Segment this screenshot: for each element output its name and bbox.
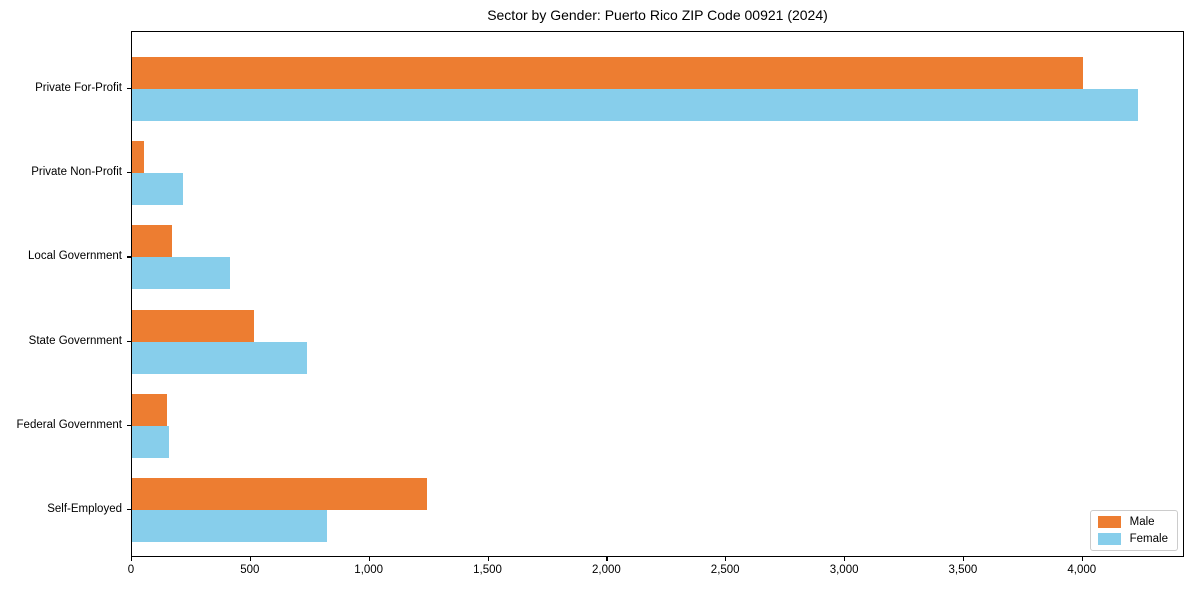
xtick-mark [249, 557, 252, 561]
xtick-label-3: 1,500 [473, 564, 502, 576]
ytick-label-5: Self-Employed [47, 503, 122, 515]
bar-female-4 [132, 425, 170, 458]
ytick-mark [127, 256, 131, 258]
ytick-mark [127, 509, 131, 511]
ytick-mark [127, 172, 131, 174]
bar-female-1 [132, 173, 184, 206]
bar-female-2 [132, 257, 230, 290]
chart-title: Sector by Gender: Puerto Rico ZIP Code 0… [487, 7, 828, 23]
xtick-label-6: 3,000 [829, 564, 859, 576]
legend-entry-male: Male [1097, 516, 1168, 528]
xtick-mark [725, 557, 727, 561]
ytick-label-0: Private For-Profit [35, 82, 122, 94]
xtick-mark [844, 557, 846, 561]
bar-male-1 [132, 141, 144, 174]
ytick-label-1: Private Non-Profit [31, 166, 122, 179]
bar-male-0 [132, 57, 1083, 89]
xtick-label-5: 2,500 [710, 564, 740, 576]
ytick-mark [127, 88, 131, 90]
ytick-mark [127, 424, 131, 427]
bar-male-4 [132, 393, 167, 426]
xtick-mark [606, 557, 608, 561]
xtick-mark [131, 557, 133, 561]
xtick-label-1: 500 [240, 564, 260, 576]
xtick-label-0: 0 [127, 564, 135, 576]
bar-male-5 [132, 478, 427, 510]
xtick-label-8: 4,000 [1067, 564, 1097, 576]
ytick-label-2: Local Government [28, 250, 122, 263]
female-swatch-icon [1097, 533, 1121, 545]
bar-male-3 [132, 309, 255, 342]
xtick-mark [1081, 557, 1084, 561]
xtick-mark [368, 557, 370, 561]
bar-male-2 [132, 225, 173, 258]
legend-label-male: Male [1129, 516, 1155, 528]
bar-female-3 [132, 341, 307, 374]
bar-female-5 [132, 510, 327, 542]
legend: Male Female [1089, 510, 1178, 551]
xtick-label-2: 1,000 [354, 564, 384, 576]
ytick-label-4: Federal Government [16, 418, 122, 431]
xtick-label-4: 2,000 [592, 564, 621, 576]
xtick-mark [962, 557, 965, 561]
legend-label-female: Female [1129, 533, 1168, 545]
bar-female-0 [132, 89, 1138, 121]
ytick-mark [127, 340, 131, 342]
ytick-label-3: State Government [28, 334, 122, 347]
plot-area: Male Female [131, 31, 1184, 557]
xtick-label-7: 3,500 [948, 564, 978, 576]
legend-entry-female: Female [1097, 533, 1168, 545]
male-swatch-icon [1097, 516, 1121, 528]
xtick-mark [487, 557, 489, 561]
